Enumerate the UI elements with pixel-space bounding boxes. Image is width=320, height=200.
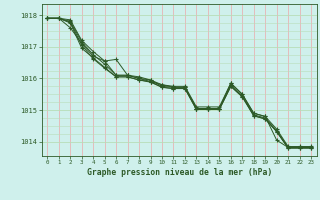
X-axis label: Graphe pression niveau de la mer (hPa): Graphe pression niveau de la mer (hPa) bbox=[87, 168, 272, 177]
